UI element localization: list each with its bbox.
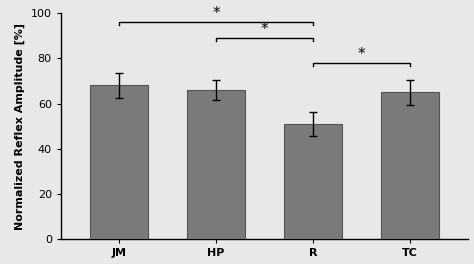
Bar [90, 86, 148, 239]
Text: *: * [358, 47, 365, 62]
Text: *: * [212, 6, 220, 21]
Text: *: * [261, 22, 268, 37]
Y-axis label: Normalized Reflex Amplitude [%]: Normalized Reflex Amplitude [%] [15, 23, 25, 230]
Bar [381, 92, 439, 239]
Bar [187, 90, 245, 239]
Bar [284, 124, 342, 239]
